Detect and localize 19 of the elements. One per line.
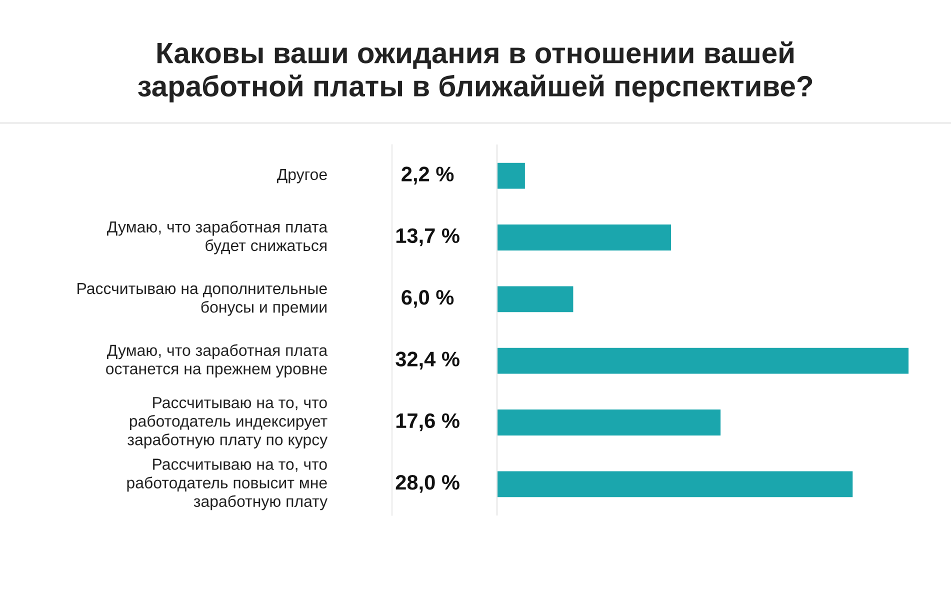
bar	[497, 348, 909, 374]
data-label: 13,7 %	[396, 228, 460, 246]
bar	[497, 471, 853, 498]
y-tick-label: Рассчитываю на то, что работодатель индексирует заработную плату по курсу	[128, 397, 328, 448]
y-tick-label: Думаю, что заработная плата будет снижаться	[106, 220, 328, 254]
y-tick-label: Думаю, что заработная плата останется на прежнем уровне	[106, 344, 328, 378]
data-label: 2,2 %	[402, 166, 454, 184]
data-label: 6,0 %	[402, 290, 454, 308]
y-tick-label: Рассчитываю на дополнительные бонусы и премии	[78, 283, 327, 316]
data-label: 28,0 %	[396, 475, 460, 493]
chart-title: Каковы ваши ожидания в отношении вашей заработной платы в ближайшей перспективе?	[138, 41, 812, 102]
bar	[497, 410, 721, 436]
bar	[497, 286, 574, 312]
data-label: 32,4 %	[396, 352, 460, 370]
bar	[497, 162, 525, 189]
y-tick-label: Другое	[276, 168, 327, 184]
bar	[497, 224, 672, 250]
data-label: 17,6 %	[396, 413, 460, 432]
y-tick-label: Рассчитываю на то, что работодатель повысит мне заработную плату	[127, 458, 328, 510]
